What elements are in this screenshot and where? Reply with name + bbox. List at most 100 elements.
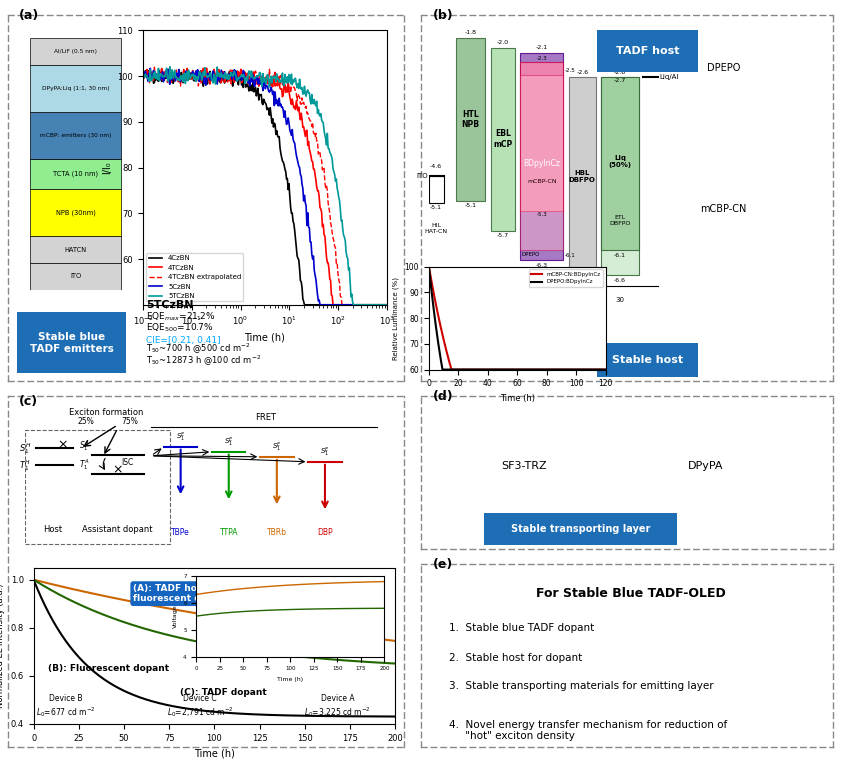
- Line: mCBP-CN:BDpyInCz: mCBP-CN:BDpyInCz: [429, 267, 606, 370]
- Text: DPEPO: DPEPO: [706, 62, 740, 73]
- Text: -1.8: -1.8: [464, 30, 477, 35]
- Text: -2.6: -2.6: [614, 70, 626, 75]
- Text: 1.  Stable blue TADF dopant: 1. Stable blue TADF dopant: [449, 623, 595, 633]
- Text: Device B
$L_0$=677 cd m$^{-2}$: Device B $L_0$=677 cd m$^{-2}$: [36, 694, 96, 719]
- 5TCzBN: [283, 78, 294, 88]
- Legend: mCBP-CN:BDpyInCz, DPEPO:BDpyInCz: mCBP-CN:BDpyInCz, DPEPO:BDpyInCz: [529, 270, 603, 287]
- Text: -6.6: -6.6: [576, 277, 589, 283]
- Bar: [569, 77, 595, 275]
- Bar: [429, 176, 444, 203]
- Text: Liq/Al: Liq/Al: [659, 74, 679, 80]
- Text: -2.0: -2.0: [497, 40, 509, 45]
- 5CzBN: [345, 300, 355, 309]
- 5TCzBN: [344, 263, 354, 272]
- DPEPO:BDpyInCz: [600, 365, 611, 374]
- Text: DPyPA:Liq (1:1, 30 nm): DPyPA:Liq (1:1, 30 nm): [42, 86, 109, 91]
- Text: DBP: DBP: [317, 528, 333, 536]
- Text: (A): TADF host for
fluorescent dopant: (A): TADF host for fluorescent dopant: [133, 584, 230, 604]
- 5CzBN: [361, 300, 371, 309]
- 4CzBN: [283, 185, 294, 194]
- 5CzBN: [139, 73, 149, 82]
- 4CzBN: [284, 179, 294, 188]
- Text: Stable blue
TADF emitters: Stable blue TADF emitters: [29, 332, 114, 354]
- 4CzBN: [345, 300, 355, 309]
- 5TCzBN: [361, 300, 371, 309]
- Text: (d): (d): [433, 390, 454, 403]
- FancyBboxPatch shape: [479, 512, 681, 546]
- Line: 4TCzBN extrapolated: 4TCzBN extrapolated: [143, 67, 387, 305]
- 4TCzBN extrapolated: [288, 84, 298, 93]
- Text: 10: 10: [578, 297, 587, 303]
- mCBP-CN:BDpyInCz: [425, 265, 435, 274]
- 5CzBN: [138, 70, 148, 79]
- 5CzBN: [382, 300, 392, 309]
- Text: TCTA (10 nm): TCTA (10 nm): [53, 171, 98, 178]
- Text: -6.1: -6.1: [614, 253, 626, 258]
- 5CzBN: [145, 64, 156, 73]
- FancyBboxPatch shape: [595, 342, 700, 378]
- Text: TTPA: TTPA: [220, 528, 238, 536]
- Text: Device C
$L_0$=2,791 cd m$^{-2}$: Device C $L_0$=2,791 cd m$^{-2}$: [167, 694, 234, 719]
- Text: -6.1: -6.1: [565, 253, 575, 258]
- Text: (c): (c): [19, 395, 38, 408]
- DPEPO:BDpyInCz: [530, 365, 540, 374]
- Bar: [601, 77, 639, 251]
- X-axis label: Time (h): Time (h): [245, 332, 285, 342]
- 4CzBN: [299, 300, 309, 309]
- Line: 5CzBN: 5CzBN: [143, 69, 387, 305]
- Legend: 4CzBN, 4TCzBN, 4TCzBN extrapolated, 5CzBN, 5TCzBN: 4CzBN, 4TCzBN, 4TCzBN extrapolated, 5CzB…: [146, 253, 243, 301]
- 4TCzBN: [288, 99, 298, 108]
- Bar: [521, 75, 563, 251]
- Text: Host: Host: [44, 525, 62, 534]
- Text: T$_{50}$~12873 h @100 cd m$^{-2}$: T$_{50}$~12873 h @100 cd m$^{-2}$: [146, 354, 262, 368]
- Text: 25%: 25%: [77, 418, 94, 426]
- 5TCzBN: [138, 71, 148, 80]
- Text: Liq
(50%): Liq (50%): [609, 155, 632, 168]
- Bar: [491, 47, 515, 231]
- DPEPO:BDpyInCz: [584, 365, 595, 374]
- DPEPO:BDpyInCz: [437, 365, 447, 374]
- Bar: [30, 38, 121, 65]
- Text: HTL
NPB: HTL NPB: [462, 110, 479, 129]
- Bar: [30, 189, 121, 236]
- Text: ITO: ITO: [70, 274, 82, 279]
- 5TCzBN: [165, 62, 175, 72]
- Text: TBPe: TBPe: [172, 528, 190, 536]
- DPEPO:BDpyInCz: [425, 267, 435, 277]
- 5TCzBN: [382, 300, 392, 309]
- Text: Exciton formation: Exciton formation: [70, 408, 144, 417]
- 4CzBN: [288, 216, 298, 226]
- Text: (e): (e): [433, 558, 453, 571]
- Text: Device A
$L_0$=3,225 cd m$^{-2}$: Device A $L_0$=3,225 cd m$^{-2}$: [304, 694, 371, 719]
- mCBP-CN:BDpyInCz: [600, 365, 611, 374]
- 4TCzBN: [328, 300, 338, 309]
- Text: 75%: 75%: [121, 418, 138, 426]
- Bar: [456, 37, 485, 201]
- 4TCzBN: [139, 74, 149, 83]
- Text: -5.1: -5.1: [464, 203, 477, 208]
- Text: $S_1^E$: $S_1^E$: [272, 440, 282, 454]
- 4TCzBN extrapolated: [361, 300, 371, 309]
- Text: BDpyInCz: BDpyInCz: [523, 159, 560, 168]
- X-axis label: Time (h): Time (h): [194, 748, 235, 758]
- Text: ×: ×: [57, 439, 67, 452]
- Text: 2.  Stable host for dopant: 2. Stable host for dopant: [449, 652, 582, 662]
- Bar: [30, 263, 121, 290]
- 4TCzBN extrapolated: [345, 300, 355, 309]
- Text: HATCN: HATCN: [65, 247, 87, 253]
- Line: DPEPO:BDpyInCz: DPEPO:BDpyInCz: [429, 267, 606, 370]
- 4TCzBN: [138, 75, 148, 84]
- Text: -2.5: -2.5: [565, 69, 575, 73]
- Bar: [30, 112, 121, 159]
- Text: -2.6: -2.6: [576, 70, 589, 75]
- Text: -5.1: -5.1: [431, 205, 442, 210]
- 4TCzBN extrapolated: [283, 82, 294, 91]
- 5TCzBN: [284, 70, 294, 79]
- Text: 10: 10: [499, 297, 507, 303]
- mCBP-CN:BDpyInCz: [529, 365, 539, 374]
- Text: $T_1^H$: $T_1^H$: [19, 458, 31, 472]
- 4TCzBN extrapolated: [182, 62, 192, 72]
- Y-axis label: Relative Luminance (%): Relative Luminance (%): [393, 277, 399, 360]
- 4CzBN: [382, 300, 392, 309]
- Text: 3.  Stable transporting materials for emitting layer: 3. Stable transporting materials for emi…: [449, 680, 713, 690]
